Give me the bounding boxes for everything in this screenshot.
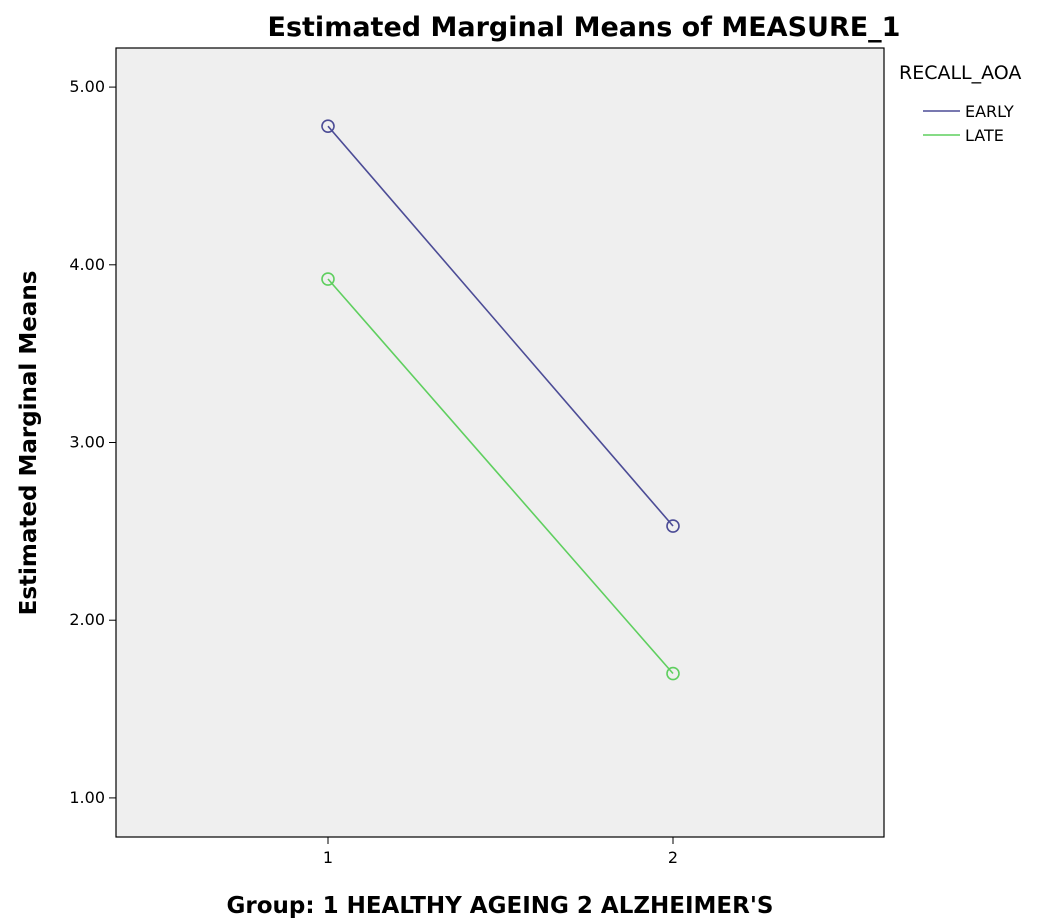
legend-title: RECALL_AOA — [899, 62, 1021, 84]
data-point-early — [666, 519, 680, 533]
y-tick-label: 1.00 — [69, 788, 105, 807]
y-tick-label: 2.00 — [69, 610, 105, 629]
series-line-late — [327, 278, 674, 675]
x-axis-title: Group: 1 HEALTHY AGEING 2 ALZHEIMER'S — [227, 893, 774, 919]
series-line-early — [327, 125, 674, 527]
y-tick-label: 5.00 — [69, 77, 105, 96]
y-tick-label: 3.00 — [69, 433, 105, 452]
y-axis: 1.00 2.00 3.00 4.00 5.00 — [69, 77, 116, 807]
y-axis-title: Estimated Marginal Means — [16, 271, 42, 616]
legend-items: EARLY LATE — [923, 102, 1014, 145]
legend: RECALL_AOA EARLY LATE — [899, 62, 1021, 145]
plot-area — [115, 47, 885, 838]
x-tick-label: 1 — [323, 848, 333, 867]
x-tick-label: 2 — [668, 848, 678, 867]
data-point-late — [666, 666, 680, 681]
data-point-early — [321, 119, 335, 133]
data-point-late — [321, 272, 335, 286]
legend-label-early: EARLY — [965, 102, 1014, 121]
series-group — [321, 119, 680, 681]
y-tick-label: 4.00 — [69, 255, 105, 274]
legend-label-late: LATE — [965, 126, 1004, 145]
chart-title: Estimated Marginal Means of MEASURE_1 — [268, 12, 901, 43]
